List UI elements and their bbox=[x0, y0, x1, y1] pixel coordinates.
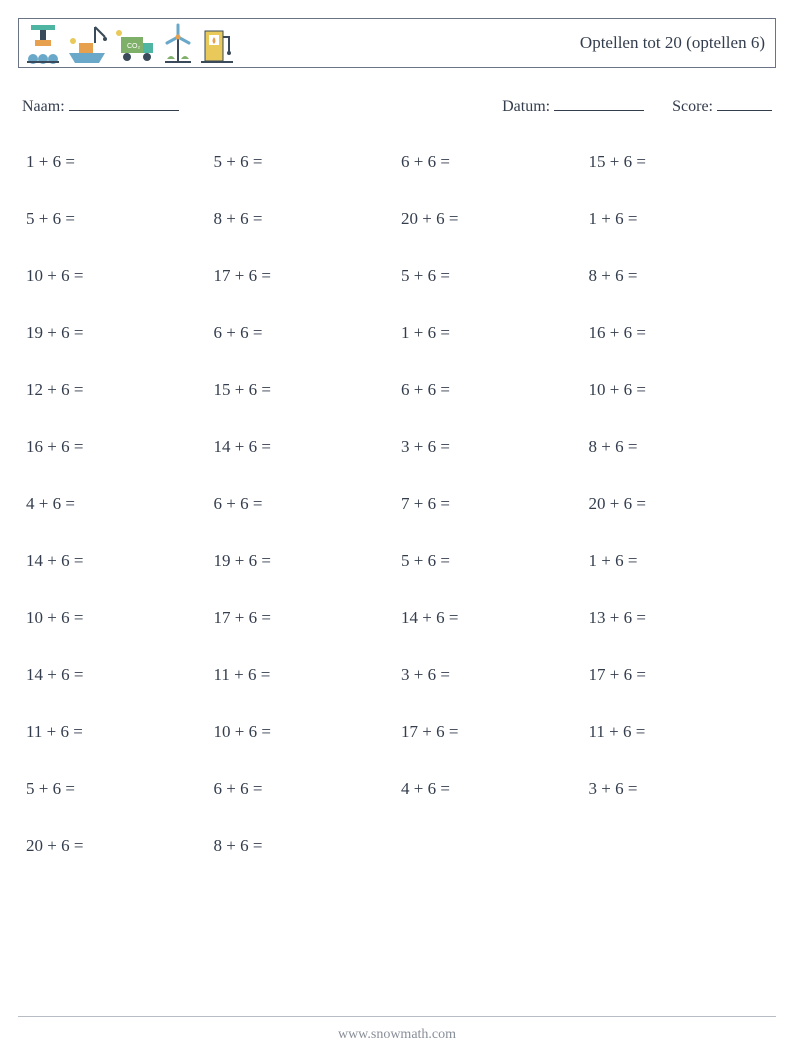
problems-grid: 1 + 6 =5 + 6 =6 + 6 =15 + 6 =5 + 6 =8 + … bbox=[18, 152, 776, 856]
problem-cell: 6 + 6 = bbox=[214, 323, 402, 343]
problem-cell: 7 + 6 = bbox=[401, 494, 589, 514]
problem-cell: 6 + 6 = bbox=[214, 779, 402, 799]
problem-cell: 8 + 6 = bbox=[214, 836, 402, 856]
problem-cell: 20 + 6 = bbox=[26, 836, 214, 856]
problem-cell: 20 + 6 = bbox=[589, 494, 777, 514]
recycling-truck-icon: CO₂ bbox=[113, 23, 157, 65]
problem-cell: 16 + 6 = bbox=[26, 437, 214, 457]
problem-cell: 5 + 6 = bbox=[26, 779, 214, 799]
date-field: Datum: bbox=[502, 96, 644, 116]
problem-cell: 20 + 6 = bbox=[401, 209, 589, 229]
problem-cell: 5 + 6 = bbox=[401, 266, 589, 286]
header-box: CO₂ Optellen tot 20 (optellen 6) bbox=[18, 18, 776, 68]
problem-cell: 5 + 6 = bbox=[214, 152, 402, 172]
date-blank[interactable] bbox=[554, 96, 644, 111]
problem-cell: 17 + 6 = bbox=[214, 608, 402, 628]
problem-cell: 11 + 6 = bbox=[26, 722, 214, 742]
problem-cell: 4 + 6 = bbox=[401, 779, 589, 799]
fuel-station-icon bbox=[199, 23, 235, 65]
info-right: Datum: Score: bbox=[502, 96, 772, 116]
problem-cell: 16 + 6 = bbox=[589, 323, 777, 343]
problem-cell: 1 + 6 = bbox=[589, 551, 777, 571]
problem-cell: 17 + 6 = bbox=[401, 722, 589, 742]
problem-cell: 4 + 6 = bbox=[26, 494, 214, 514]
problem-cell: 1 + 6 = bbox=[589, 209, 777, 229]
problem-cell: 8 + 6 = bbox=[589, 437, 777, 457]
problem-cell: 8 + 6 = bbox=[214, 209, 402, 229]
wind-turbine-icon bbox=[161, 23, 195, 65]
problem-cell: 3 + 6 = bbox=[589, 779, 777, 799]
worksheet-page: CO₂ Optellen tot 20 (optellen 6) bbox=[0, 0, 794, 1057]
problem-cell: 15 + 6 = bbox=[589, 152, 777, 172]
problem-cell bbox=[589, 836, 777, 856]
problem-cell: 1 + 6 = bbox=[26, 152, 214, 172]
problem-cell: 3 + 6 = bbox=[401, 437, 589, 457]
name-field: Naam: bbox=[22, 96, 179, 116]
problem-cell bbox=[401, 836, 589, 856]
ship-crane-icon bbox=[65, 23, 109, 65]
info-left: Naam: bbox=[22, 96, 179, 116]
problem-cell: 14 + 6 = bbox=[401, 608, 589, 628]
footer-text: www.snowmath.com bbox=[18, 1017, 776, 1057]
factory-press-icon bbox=[25, 23, 61, 65]
problem-cell: 17 + 6 = bbox=[589, 665, 777, 685]
problem-cell: 10 + 6 = bbox=[589, 380, 777, 400]
problem-cell: 14 + 6 = bbox=[26, 551, 214, 571]
score-field: Score: bbox=[672, 96, 772, 116]
problem-cell: 12 + 6 = bbox=[26, 380, 214, 400]
problem-cell: 11 + 6 = bbox=[589, 722, 777, 742]
problem-cell: 19 + 6 = bbox=[26, 323, 214, 343]
problem-cell: 13 + 6 = bbox=[589, 608, 777, 628]
problem-cell: 10 + 6 = bbox=[214, 722, 402, 742]
name-blank[interactable] bbox=[69, 96, 179, 111]
problem-cell: 10 + 6 = bbox=[26, 608, 214, 628]
problem-cell: 1 + 6 = bbox=[401, 323, 589, 343]
problem-cell: 5 + 6 = bbox=[26, 209, 214, 229]
problem-cell: 19 + 6 = bbox=[214, 551, 402, 571]
problem-cell: 8 + 6 = bbox=[589, 266, 777, 286]
score-label: Score: bbox=[672, 98, 713, 115]
problem-cell: 3 + 6 = bbox=[401, 665, 589, 685]
problem-cell: 6 + 6 = bbox=[401, 380, 589, 400]
problem-cell: 17 + 6 = bbox=[214, 266, 402, 286]
problem-cell: 10 + 6 = bbox=[26, 266, 214, 286]
score-blank[interactable] bbox=[717, 96, 772, 111]
info-row: Naam: Datum: Score: bbox=[18, 96, 776, 116]
problem-cell: 6 + 6 = bbox=[214, 494, 402, 514]
problem-cell: 15 + 6 = bbox=[214, 380, 402, 400]
problem-cell: 6 + 6 = bbox=[401, 152, 589, 172]
problem-cell: 11 + 6 = bbox=[214, 665, 402, 685]
problem-cell: 14 + 6 = bbox=[26, 665, 214, 685]
worksheet-title: Optellen tot 20 (optellen 6) bbox=[580, 33, 765, 53]
name-label: Naam: bbox=[22, 98, 65, 115]
problem-cell: 5 + 6 = bbox=[401, 551, 589, 571]
date-label: Datum: bbox=[502, 98, 550, 115]
eco-icons-strip: CO₂ bbox=[25, 21, 235, 65]
svg-text:CO₂: CO₂ bbox=[127, 43, 141, 50]
problem-cell: 14 + 6 = bbox=[214, 437, 402, 457]
